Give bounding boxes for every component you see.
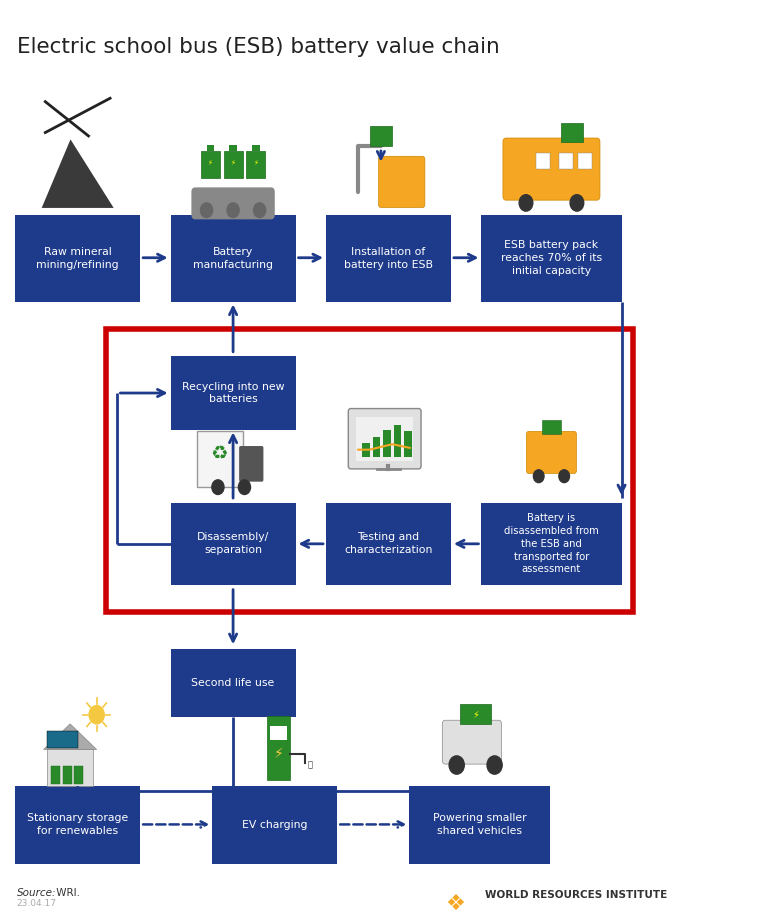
Text: ⚡: ⚡ — [230, 160, 236, 165]
Text: ESB battery pack
reaches 70% of its
initial capacity: ESB battery pack reaches 70% of its init… — [501, 240, 602, 276]
Text: Battery is
disassembled from
the ESB and
transported for
assessment: Battery is disassembled from the ESB and… — [504, 514, 599, 574]
FancyBboxPatch shape — [503, 138, 600, 200]
FancyBboxPatch shape — [481, 215, 622, 302]
Bar — [267, 716, 290, 780]
FancyBboxPatch shape — [171, 503, 296, 585]
FancyBboxPatch shape — [240, 446, 264, 482]
Text: 23.04.17: 23.04.17 — [17, 899, 57, 909]
FancyBboxPatch shape — [348, 409, 421, 469]
FancyBboxPatch shape — [326, 503, 451, 585]
FancyBboxPatch shape — [409, 786, 550, 864]
FancyBboxPatch shape — [197, 431, 243, 487]
Text: Disassembly/
separation: Disassembly/ separation — [197, 533, 269, 555]
FancyBboxPatch shape — [578, 153, 591, 169]
Bar — [405, 431, 412, 457]
Polygon shape — [43, 724, 97, 749]
FancyBboxPatch shape — [47, 731, 77, 748]
Text: ⚡: ⚡ — [208, 160, 213, 165]
FancyBboxPatch shape — [15, 215, 140, 302]
Circle shape — [211, 480, 224, 494]
FancyBboxPatch shape — [460, 704, 491, 724]
FancyBboxPatch shape — [191, 187, 274, 219]
Circle shape — [449, 756, 464, 774]
Circle shape — [487, 756, 502, 774]
FancyBboxPatch shape — [536, 153, 550, 169]
Text: Powering smaller
shared vehicles: Powering smaller shared vehicles — [433, 813, 526, 836]
Text: EV charging: EV charging — [242, 820, 308, 830]
FancyBboxPatch shape — [326, 215, 451, 302]
Bar — [383, 430, 391, 457]
FancyBboxPatch shape — [442, 720, 502, 764]
Circle shape — [238, 480, 250, 494]
Circle shape — [559, 470, 569, 483]
FancyBboxPatch shape — [229, 145, 236, 151]
FancyBboxPatch shape — [62, 766, 71, 784]
Text: Testing and
characterization: Testing and characterization — [344, 533, 433, 555]
FancyBboxPatch shape — [246, 151, 265, 178]
Bar — [270, 726, 287, 740]
FancyBboxPatch shape — [369, 126, 393, 146]
FancyBboxPatch shape — [356, 417, 414, 461]
Text: Installation of
battery into ESB: Installation of battery into ESB — [344, 247, 433, 270]
Text: Stationary storage
for renewables: Stationary storage for renewables — [27, 813, 128, 836]
Circle shape — [200, 203, 212, 218]
FancyBboxPatch shape — [252, 145, 259, 151]
Text: 🔌: 🔌 — [307, 760, 312, 770]
Polygon shape — [42, 139, 114, 207]
FancyBboxPatch shape — [543, 420, 561, 434]
FancyBboxPatch shape — [171, 649, 296, 717]
FancyBboxPatch shape — [201, 151, 220, 178]
Bar — [362, 443, 369, 457]
Text: Electric school bus (ESB) battery value chain: Electric school bus (ESB) battery value … — [17, 37, 500, 57]
FancyBboxPatch shape — [526, 431, 576, 473]
FancyBboxPatch shape — [206, 145, 214, 151]
FancyBboxPatch shape — [559, 153, 573, 169]
Text: ⚡: ⚡ — [274, 747, 283, 761]
Bar — [394, 425, 401, 457]
FancyBboxPatch shape — [212, 786, 337, 864]
FancyBboxPatch shape — [561, 123, 584, 142]
Circle shape — [570, 195, 584, 211]
FancyBboxPatch shape — [51, 766, 60, 784]
FancyBboxPatch shape — [481, 503, 622, 585]
Text: ❖: ❖ — [445, 894, 465, 914]
FancyBboxPatch shape — [171, 356, 296, 430]
Circle shape — [534, 470, 544, 483]
Text: Second life use: Second life use — [192, 678, 274, 688]
FancyBboxPatch shape — [15, 786, 140, 864]
Circle shape — [519, 195, 533, 211]
Circle shape — [227, 203, 240, 218]
Bar — [106, 329, 633, 612]
Text: ⚡: ⚡ — [253, 160, 258, 165]
Circle shape — [89, 706, 105, 724]
Circle shape — [253, 203, 265, 218]
Text: ⚡: ⚡ — [472, 710, 479, 719]
Bar — [372, 437, 380, 457]
FancyBboxPatch shape — [378, 156, 424, 207]
Text: Raw mineral
mining/refining: Raw mineral mining/refining — [36, 247, 119, 270]
Text: ♻: ♻ — [211, 444, 228, 462]
Text: WORLD RESOURCES INSTITUTE: WORLD RESOURCES INSTITUTE — [485, 890, 667, 900]
Bar — [47, 749, 92, 786]
FancyBboxPatch shape — [74, 766, 83, 784]
FancyBboxPatch shape — [171, 215, 296, 302]
FancyBboxPatch shape — [224, 151, 243, 178]
Text: Recycling into new
batteries: Recycling into new batteries — [182, 382, 284, 404]
Text: WRI.: WRI. — [53, 888, 80, 898]
Text: Battery
manufacturing: Battery manufacturing — [193, 247, 273, 270]
Text: Source:: Source: — [17, 888, 56, 898]
